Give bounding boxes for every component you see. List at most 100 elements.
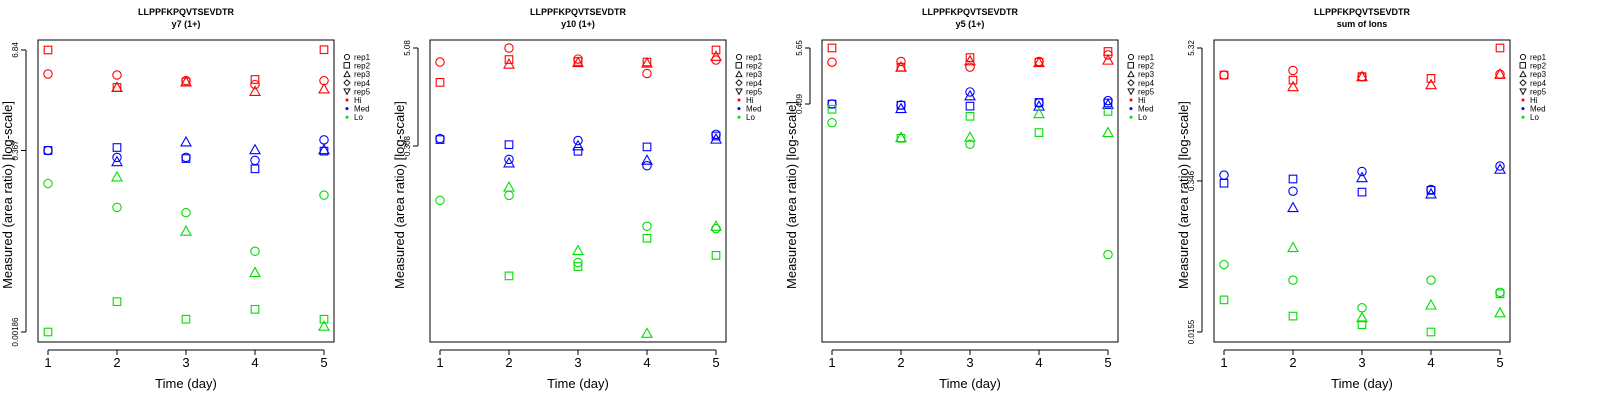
legend-dot-lo bbox=[737, 115, 741, 119]
chart-subtitle: y5 (1+) bbox=[956, 19, 985, 29]
data-point-hi-rep2 bbox=[1495, 43, 1505, 53]
x-tick-label: 2 bbox=[505, 355, 512, 370]
data-point-lo-rep1 bbox=[435, 195, 445, 206]
y-tick-label: 0.00186 bbox=[11, 317, 20, 346]
data-point-med-rep3 bbox=[1102, 98, 1114, 110]
data-point-lo-rep3 bbox=[710, 220, 722, 231]
data-point-lo-rep1 bbox=[1426, 275, 1436, 285]
data-point-lo-rep1 bbox=[319, 190, 329, 200]
panel-2: LLPPFKPQVTSEVDTR y10 (1+) 5.08 0.308 1 2 3 4 5 Ti… bbox=[392, 7, 763, 391]
legend-dot-hi bbox=[737, 98, 741, 102]
legend-label-rep4: rep4 bbox=[1530, 79, 1547, 88]
chart-subtitle: y10 (1+) bbox=[561, 19, 595, 29]
data-point-hi-rep3 bbox=[1033, 56, 1045, 68]
legend-label-lo: Lo bbox=[354, 113, 363, 122]
data-point-lo-rep3 bbox=[964, 131, 976, 142]
data-point-lo-rep2 bbox=[1426, 327, 1436, 337]
plot-frame bbox=[1213, 39, 1511, 343]
data-point-lo-rep1 bbox=[827, 117, 837, 128]
data-point-med-rep3 bbox=[111, 155, 123, 167]
data-point-med-rep1 bbox=[965, 87, 975, 97]
x-tick-label: 5 bbox=[712, 355, 719, 370]
data-point-lo-rep1 bbox=[965, 139, 975, 149]
data-point-lo-rep3 bbox=[503, 180, 515, 192]
data-point-hi-rep3 bbox=[1287, 80, 1299, 92]
legend-dot-med bbox=[1521, 107, 1525, 111]
legend-label-hi: Hi bbox=[746, 96, 754, 105]
x-tick-label: 1 bbox=[436, 355, 443, 370]
data-point-hi-rep2 bbox=[43, 45, 53, 55]
x-axis-label: Time (day) bbox=[155, 376, 217, 391]
data-point-med-rep2 bbox=[43, 146, 53, 155]
data-point-med-rep2 bbox=[435, 135, 445, 144]
y-tick-label: 0.0155 bbox=[1187, 319, 1196, 344]
legend-marker-rep2 bbox=[735, 62, 742, 69]
data-point-hi-rep3 bbox=[964, 54, 976, 66]
data-point-lo-rep2 bbox=[1288, 311, 1298, 321]
data-point-med-rep1 bbox=[827, 99, 837, 109]
data-point-lo-rep1 bbox=[181, 207, 191, 218]
x-axis-label: Time (day) bbox=[1331, 376, 1393, 391]
y-tick-label: 5.32 bbox=[1187, 40, 1196, 56]
data-point-hi-rep3 bbox=[111, 81, 123, 92]
data-point-hi-rep2 bbox=[504, 55, 514, 64]
legend-marker-rep4 bbox=[1127, 79, 1135, 87]
data-point-lo-rep2 bbox=[1357, 320, 1367, 330]
x-tick-label: 2 bbox=[113, 355, 120, 370]
chart-subtitle: sum of Ions bbox=[1337, 19, 1388, 29]
data-point-med-rep3 bbox=[1494, 163, 1506, 174]
data-point-hi-rep2 bbox=[1219, 70, 1229, 80]
x-tick-label: 4 bbox=[1427, 355, 1434, 370]
data-point-lo-rep3 bbox=[1494, 306, 1506, 318]
data-point-lo-rep2 bbox=[319, 314, 329, 324]
data-point-med-rep3 bbox=[503, 156, 515, 168]
data-points bbox=[827, 43, 1114, 260]
data-point-lo-rep1 bbox=[1103, 249, 1113, 260]
legend-label-rep3: rep3 bbox=[1530, 70, 1547, 79]
data-point-lo-rep2 bbox=[181, 314, 191, 324]
legend-dot-lo bbox=[1521, 115, 1525, 119]
legend-marker-rep2 bbox=[1519, 62, 1526, 69]
y-axis-label: Measured (area ratio) [log-scale] bbox=[1176, 101, 1191, 289]
data-point-lo-rep2 bbox=[1034, 128, 1044, 137]
data-point-lo-rep3 bbox=[180, 225, 192, 236]
legend-marker-rep1 bbox=[735, 53, 743, 61]
data-point-lo-rep1 bbox=[1495, 287, 1505, 298]
panel-1: LLPPFKPQVTSEVDTR y7 (1+) 6.84 0.367 0.00186 1… bbox=[0, 7, 371, 391]
data-point-lo-rep3 bbox=[895, 131, 907, 143]
legend-label-lo: Lo bbox=[746, 113, 755, 122]
y-axis-label: Measured (area ratio) [log-scale] bbox=[392, 101, 407, 289]
data-point-med-rep3 bbox=[1287, 201, 1299, 213]
data-point-hi-rep1 bbox=[1219, 70, 1229, 80]
data-point-hi-rep3 bbox=[249, 85, 261, 96]
legend-label-med: Med bbox=[354, 105, 370, 114]
data-point-med-rep1 bbox=[1495, 161, 1505, 171]
legend-marker-rep5 bbox=[1127, 88, 1135, 96]
legend-dot-med bbox=[1129, 107, 1133, 111]
data-point-hi-rep2 bbox=[1288, 75, 1298, 85]
data-point-hi-rep2 bbox=[250, 75, 260, 84]
data-point-med-rep3 bbox=[710, 132, 722, 144]
chart-title: LLPPFKPQVTSEVDTR bbox=[530, 7, 627, 17]
data-point-lo-rep1 bbox=[112, 202, 122, 213]
data-point-lo-rep3 bbox=[1102, 126, 1114, 138]
data-point-hi-rep3 bbox=[1102, 53, 1114, 65]
legend-dot-med bbox=[345, 107, 349, 111]
data-point-lo-rep2 bbox=[1219, 295, 1229, 305]
data-point-hi-rep1 bbox=[965, 62, 975, 72]
data-point-hi-rep1 bbox=[896, 56, 906, 67]
legend-label-rep2: rep2 bbox=[746, 62, 763, 71]
data-point-lo-rep3 bbox=[1287, 241, 1299, 253]
legend-marker-rep5 bbox=[343, 88, 351, 96]
data-point-med-rep2 bbox=[181, 154, 191, 163]
data-point-med-rep2 bbox=[1219, 178, 1229, 188]
y-tick-label: 5.08 bbox=[403, 40, 412, 56]
data-point-hi-rep1 bbox=[711, 55, 721, 65]
x-tick-label: 3 bbox=[966, 355, 973, 370]
legend-label-rep2: rep2 bbox=[1138, 62, 1155, 71]
data-point-med-rep1 bbox=[319, 135, 329, 145]
y-tick-label: 0.308 bbox=[403, 135, 412, 156]
data-point-lo-rep2 bbox=[827, 104, 837, 114]
legend-marker-rep3 bbox=[343, 70, 351, 78]
